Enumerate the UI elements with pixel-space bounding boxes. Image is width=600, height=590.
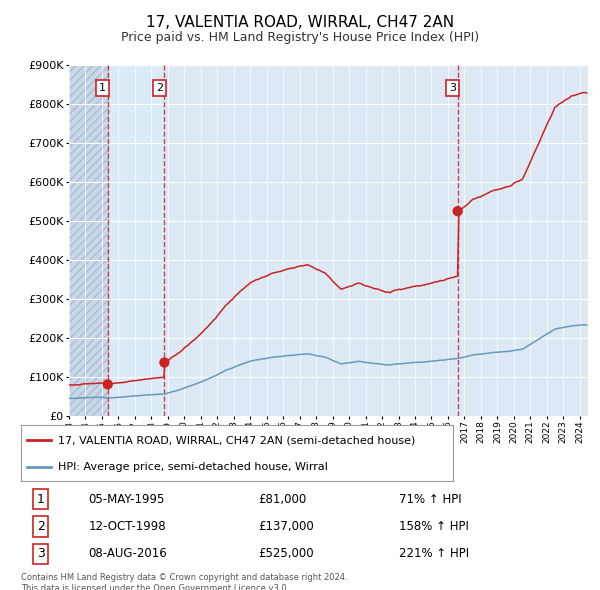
Text: 1: 1 — [37, 493, 44, 506]
Bar — [108, 65, 164, 416]
Text: Price paid vs. HM Land Registry's House Price Index (HPI): Price paid vs. HM Land Registry's House … — [121, 31, 479, 44]
Text: HPI: Average price, semi-detached house, Wirral: HPI: Average price, semi-detached house,… — [58, 462, 328, 472]
Text: 17, VALENTIA ROAD, WIRRAL, CH47 2AN: 17, VALENTIA ROAD, WIRRAL, CH47 2AN — [146, 15, 454, 30]
Text: 2: 2 — [37, 520, 44, 533]
Text: 71% ↑ HPI: 71% ↑ HPI — [399, 493, 461, 506]
Text: Contains HM Land Registry data © Crown copyright and database right 2024.
This d: Contains HM Land Registry data © Crown c… — [21, 573, 347, 590]
Text: 2: 2 — [156, 83, 163, 93]
Text: £81,000: £81,000 — [258, 493, 306, 506]
Text: 1: 1 — [99, 83, 106, 93]
Text: 3: 3 — [37, 548, 44, 560]
Bar — [69, 65, 108, 416]
Text: £137,000: £137,000 — [258, 520, 314, 533]
Text: 158% ↑ HPI: 158% ↑ HPI — [399, 520, 469, 533]
Text: 221% ↑ HPI: 221% ↑ HPI — [399, 548, 469, 560]
Bar — [69, 65, 108, 416]
Text: 05-MAY-1995: 05-MAY-1995 — [89, 493, 165, 506]
Text: £525,000: £525,000 — [258, 548, 314, 560]
Text: 17, VALENTIA ROAD, WIRRAL, CH47 2AN (semi-detached house): 17, VALENTIA ROAD, WIRRAL, CH47 2AN (sem… — [58, 435, 415, 445]
Point — [103, 379, 113, 389]
Point — [453, 206, 463, 216]
Text: 08-AUG-2016: 08-AUG-2016 — [89, 548, 167, 560]
Text: 12-OCT-1998: 12-OCT-1998 — [89, 520, 166, 533]
Point — [160, 358, 169, 367]
Text: 3: 3 — [449, 83, 456, 93]
